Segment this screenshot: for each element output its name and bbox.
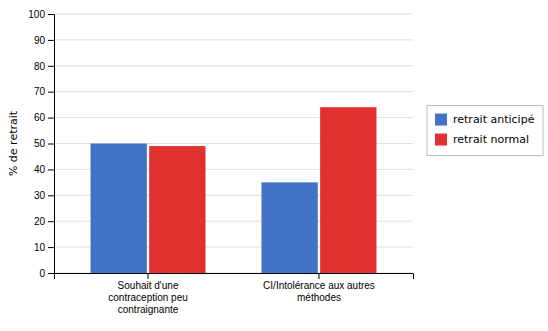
y-tick-mark: [48, 66, 54, 67]
x-tick: CI/Intolérance aux autresméthodes: [263, 273, 375, 303]
y-tick-mark: [48, 169, 54, 170]
x-tick-label-line: méthodes: [297, 292, 341, 303]
grid-line: [54, 91, 413, 92]
y-tick-mark: [48, 221, 54, 222]
y-axis: 0 10 20 30 40 50 60 70 80 90 100: [28, 9, 54, 279]
grid: [54, 14, 413, 273]
bars: [91, 107, 377, 273]
y-tick-label: 20: [34, 216, 46, 227]
y-tick: 80: [34, 61, 54, 72]
bar-series: [149, 107, 376, 273]
y-tick-label: 80: [34, 61, 46, 72]
x-tick: Souhait d'unecontraception peucontraigna…: [108, 273, 188, 315]
y-tick-label: 0: [39, 268, 45, 279]
y-tick: 40: [34, 164, 54, 175]
plot: 0102030405060708090100Souhait d'unecontr…: [28, 9, 413, 315]
y-tick: 100: [28, 9, 54, 20]
y-tick-label: 70: [34, 86, 46, 97]
y-tick: 0: [39, 268, 54, 279]
y-axis-title: % de retrait: [7, 110, 20, 176]
legend-item: retrait normal: [435, 133, 529, 146]
y-tick: 10: [34, 242, 54, 253]
y-tick-label: 40: [34, 164, 46, 175]
x-tick-label-line: Souhait d'une: [118, 280, 179, 291]
legend-swatch: [435, 134, 447, 146]
y-tick-mark: [48, 14, 54, 15]
y-tick-mark: [48, 247, 54, 248]
bar: [261, 182, 317, 273]
x-axis: Souhait d'unecontraception peucontraigna…: [55, 273, 414, 315]
y-tick-mark: [48, 144, 54, 145]
bar: [91, 144, 147, 274]
y-tick-mark: [48, 195, 54, 196]
y-tick-mark: [48, 40, 54, 41]
legend: retrait anticipé retrait normal: [427, 106, 543, 156]
x-tick-label: Souhait d'unecontraception peucontraigna…: [108, 280, 188, 315]
y-tick-mark: [48, 273, 54, 274]
legend-label: retrait normal: [453, 133, 529, 146]
bar: [149, 146, 205, 273]
x-tick-label: CI/Intolérance aux autresméthodes: [263, 280, 375, 303]
y-tick-label: 90: [34, 35, 46, 46]
x-tick-mark: [318, 273, 319, 279]
y-tick-label: 50: [34, 138, 46, 149]
y-tick-mark: [48, 118, 54, 119]
x-tick-label-line: contraception peu: [108, 292, 188, 303]
bar: [320, 107, 376, 273]
y-tick-label: 60: [34, 112, 46, 123]
y-tick-mark: [48, 92, 54, 93]
y-tick: 30: [34, 190, 54, 201]
x-tick-label-line: CI/Intolérance aux autres: [263, 280, 375, 291]
y-tick: 50: [34, 138, 54, 149]
y-tick-label: 10: [34, 242, 46, 253]
chart: 0102030405060708090100Souhait d'unecontr…: [0, 0, 548, 331]
grid-line: [54, 39, 413, 40]
y-tick: 20: [34, 216, 54, 227]
x-tick-label-line: contraignante: [118, 304, 179, 315]
y-tick: 90: [34, 35, 54, 46]
y-tick-label: 100: [28, 9, 45, 20]
legend-frame: [427, 106, 543, 156]
grid-line: [54, 65, 413, 66]
grid-line: [54, 14, 413, 15]
bar-series: [91, 144, 318, 274]
x-tick-mark: [148, 273, 149, 279]
chart-container: 0102030405060708090100Souhait d'unecontr…: [0, 0, 548, 331]
x-axis-line: [55, 274, 414, 280]
legend-item: retrait anticipé: [435, 113, 535, 126]
y-tick: 70: [34, 86, 54, 97]
legend-label: retrait anticipé: [453, 113, 535, 126]
y-tick: 60: [34, 112, 54, 123]
y-axis-line: [48, 15, 55, 274]
y-tick-label: 30: [34, 190, 46, 201]
legend-swatch: [435, 114, 447, 126]
